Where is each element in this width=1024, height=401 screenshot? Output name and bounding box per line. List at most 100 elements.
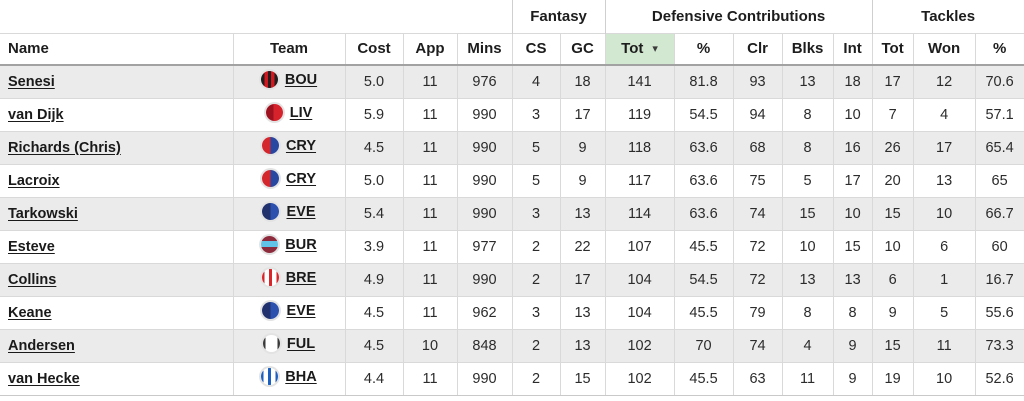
cell-int: 9 bbox=[832, 361, 873, 396]
cell-gc: 9 bbox=[559, 130, 606, 165]
player-name-link[interactable]: Tarkowski bbox=[8, 205, 78, 222]
cell-clr: 93 bbox=[732, 64, 783, 99]
column-header-app[interactable]: App bbox=[402, 32, 458, 66]
column-header-label: Won bbox=[928, 40, 961, 58]
team-link[interactable]: CRY bbox=[285, 137, 317, 154]
cell-dc_tot: 102 bbox=[604, 361, 675, 396]
cell-tk_pct: 55.6 bbox=[974, 295, 1024, 330]
cell-name: Lacroix bbox=[0, 163, 234, 198]
cell-tk_pct: 65 bbox=[974, 163, 1024, 198]
cell-clr: 72 bbox=[732, 229, 783, 264]
cell-cost: 5.4 bbox=[344, 196, 404, 231]
cell-tk_tot: 6 bbox=[871, 262, 914, 297]
column-header-label: Tot bbox=[621, 40, 644, 58]
cell-cost: 4.5 bbox=[344, 328, 404, 363]
player-name-link[interactable]: Esteve bbox=[8, 238, 55, 255]
cell-cs: 2 bbox=[511, 361, 561, 396]
cell-clr: 94 bbox=[732, 97, 783, 132]
cell-cs: 2 bbox=[511, 328, 561, 363]
team-link[interactable]: EVE bbox=[286, 302, 316, 319]
team-link[interactable]: BOU bbox=[284, 71, 318, 88]
cell-team: FUL bbox=[232, 328, 346, 363]
column-header-tk-pct[interactable]: % bbox=[974, 32, 1024, 66]
column-header-cs[interactable]: CS bbox=[511, 32, 561, 66]
column-header-gc[interactable]: GC bbox=[559, 32, 606, 66]
cell-dc_pct: 81.8 bbox=[673, 64, 734, 99]
cell-gc: 13 bbox=[559, 295, 606, 330]
cell-dc_pct: 54.5 bbox=[673, 262, 734, 297]
cell-dc_tot: 104 bbox=[604, 295, 675, 330]
column-header-blks[interactable]: Blks bbox=[781, 32, 834, 66]
cell-dc_tot: 104 bbox=[604, 262, 675, 297]
table-row: van Hecke BHA 4.4 11 990 2 15 102 45.5 63 11 9 19 10 5… bbox=[0, 361, 1024, 396]
team-link[interactable]: BUR bbox=[285, 236, 317, 253]
column-header-int[interactable]: Int bbox=[832, 32, 873, 66]
cell-gc: 15 bbox=[559, 361, 606, 396]
group-header-row: Fantasy Defensive Contributions Tackles bbox=[0, 0, 1024, 33]
cell-blks: 8 bbox=[781, 295, 834, 330]
cell-name: Esteve bbox=[0, 229, 234, 264]
cell-dc_pct: 45.5 bbox=[673, 361, 734, 396]
player-name-link[interactable]: Richards (Chris) bbox=[8, 139, 121, 156]
table-row: Senesi BOU 5.0 11 976 4 18 141 81.8 93 13 18 17 12 70.… bbox=[0, 64, 1024, 99]
column-header-dc-tot[interactable]: Tot ▾ bbox=[604, 32, 675, 66]
cell-app: 11 bbox=[402, 130, 458, 165]
cell-name: van Hecke bbox=[0, 361, 234, 396]
player-name-link[interactable]: Andersen bbox=[8, 337, 75, 354]
cell-app: 11 bbox=[402, 64, 458, 99]
group-header-fantasy: Fantasy bbox=[511, 0, 606, 33]
column-header-label: % bbox=[992, 40, 1007, 58]
team-link[interactable]: BRE bbox=[285, 269, 317, 286]
cell-won: 1 bbox=[912, 262, 976, 297]
column-header-tk-tot[interactable]: Tot bbox=[871, 32, 914, 66]
cell-cost: 5.0 bbox=[344, 64, 404, 99]
cell-blks: 13 bbox=[781, 262, 834, 297]
cell-int: 18 bbox=[832, 64, 873, 99]
cell-app: 11 bbox=[402, 229, 458, 264]
team-link[interactable]: BHA bbox=[285, 368, 317, 385]
column-header-team[interactable]: Team bbox=[232, 32, 346, 66]
team-link[interactable]: CRY bbox=[285, 170, 317, 187]
table-row: Richards (Chris) CRY 4.5 11 990 5 9 118 63.6 68 8 1… bbox=[0, 130, 1024, 165]
cell-cost: 5.9 bbox=[344, 97, 404, 132]
player-name-link[interactable]: van Dijk bbox=[8, 106, 64, 123]
cell-clr: 68 bbox=[732, 130, 783, 165]
cell-team: EVE bbox=[232, 196, 346, 231]
player-name-link[interactable]: Collins bbox=[8, 271, 57, 288]
cell-int: 13 bbox=[832, 262, 873, 297]
team-link[interactable]: LIV bbox=[289, 104, 313, 121]
cell-mins: 990 bbox=[456, 262, 513, 297]
cell-name: Collins bbox=[0, 262, 234, 297]
team-badge-icon bbox=[262, 203, 280, 220]
cell-tk_pct: 52.6 bbox=[974, 361, 1024, 396]
cell-gc: 22 bbox=[559, 229, 606, 264]
cell-team: BHA bbox=[232, 361, 346, 396]
player-name-link[interactable]: Lacroix bbox=[8, 172, 60, 189]
player-name-link[interactable]: Senesi bbox=[8, 73, 55, 90]
team-link[interactable]: EVE bbox=[286, 203, 316, 220]
column-header-cost[interactable]: Cost bbox=[344, 32, 404, 66]
column-header-name[interactable]: Name bbox=[0, 32, 234, 66]
cell-dc_pct: 45.5 bbox=[673, 229, 734, 264]
cell-gc: 13 bbox=[559, 196, 606, 231]
cell-dc_pct: 63.6 bbox=[673, 163, 734, 198]
cell-team: CRY bbox=[232, 130, 346, 165]
cell-team: LIV bbox=[232, 97, 346, 132]
column-header-mins[interactable]: Mins bbox=[456, 32, 513, 66]
team-badge-icon bbox=[261, 236, 279, 253]
player-name-link[interactable]: Keane bbox=[8, 304, 52, 321]
cell-mins: 990 bbox=[456, 163, 513, 198]
column-header-dc-pct[interactable]: % bbox=[673, 32, 734, 66]
cell-mins: 976 bbox=[456, 64, 513, 99]
column-header-label: Team bbox=[269, 40, 309, 58]
cell-team: BUR bbox=[232, 229, 346, 264]
group-header-tackles: Tackles bbox=[871, 0, 1024, 33]
cell-mins: 977 bbox=[456, 229, 513, 264]
cell-blks: 11 bbox=[781, 361, 834, 396]
player-name-link[interactable]: van Hecke bbox=[8, 370, 80, 387]
column-header-won[interactable]: Won bbox=[912, 32, 976, 66]
column-header-clr[interactable]: Clr bbox=[732, 32, 783, 66]
cell-cs: 3 bbox=[511, 196, 561, 231]
team-link[interactable]: FUL bbox=[286, 335, 316, 352]
cell-int: 17 bbox=[832, 163, 873, 198]
